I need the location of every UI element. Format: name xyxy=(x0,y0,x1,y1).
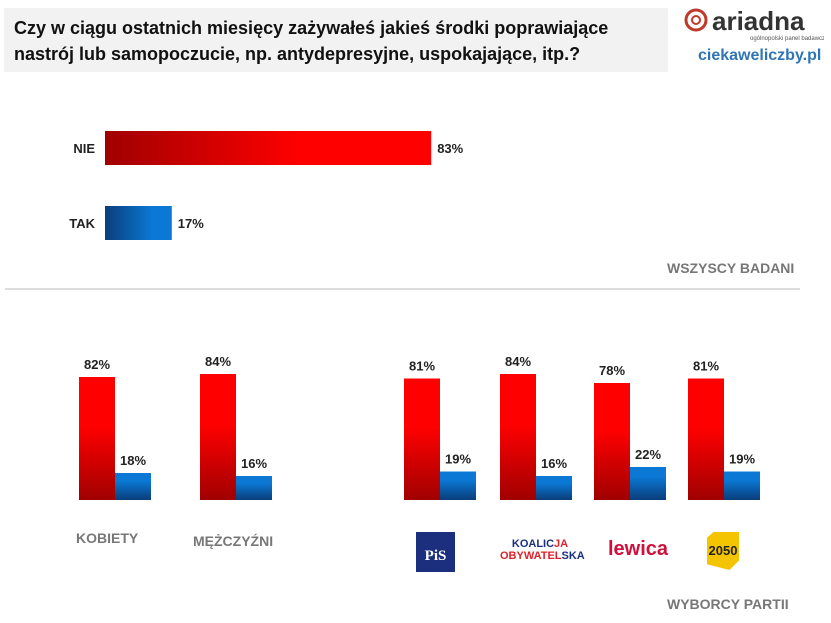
value-label: 16% xyxy=(541,456,567,471)
bar-tak-3 xyxy=(536,476,572,500)
title-line-1: Czy w ciągu ostatnich miesięcy zażywałeś… xyxy=(14,18,609,38)
value-label: 84% xyxy=(205,354,231,369)
bar-nie-0 xyxy=(79,377,115,500)
svg-text:ogólnopolski panel badawczy: ogólnopolski panel badawczy xyxy=(750,36,824,42)
group-label-parties: WYBORCY PARTII xyxy=(667,596,789,612)
bar-nie-4 xyxy=(594,383,630,500)
category-kobiety: KOBIETY xyxy=(76,530,139,546)
value-label: 17% xyxy=(178,216,204,231)
value-label: 78% xyxy=(599,363,625,378)
svg-text:ciekaweliczby.pl: ciekaweliczby.pl xyxy=(698,47,821,64)
value-label: 16% xyxy=(241,456,267,471)
value-label: 19% xyxy=(445,452,471,467)
party-logo-pis: PiS xyxy=(416,532,455,572)
value-label: 19% xyxy=(729,452,755,467)
bar-tak-4 xyxy=(630,467,666,500)
title-line-2: nastrój lub samopoczucie, np. antydepres… xyxy=(14,44,581,64)
party-logo-lewica: lewica xyxy=(608,538,669,560)
logo: ariadna ogólnopolski panel badawczy ciek… xyxy=(684,4,824,74)
value-label: 84% xyxy=(505,354,531,369)
bar-tak-2 xyxy=(440,471,476,500)
question-header: Czy w ciągu ostatnich miesięcy zażywałeś… xyxy=(4,8,668,72)
group-label-all: WSZYSCY BADANI xyxy=(667,260,795,276)
party-logo-ko: KOALICJA OBYWATELSKA xyxy=(500,538,585,562)
value-label: 83% xyxy=(437,141,463,156)
brand: ariadna xyxy=(712,6,805,36)
bar-nie-2 xyxy=(404,378,440,500)
ariadna-logo-icon: ariadna ogólnopolski panel badawczy ciek… xyxy=(684,6,824,64)
value-label: 81% xyxy=(409,359,435,374)
bar-nie xyxy=(105,131,432,165)
bar-nie-3 xyxy=(500,374,536,500)
value-label: 18% xyxy=(120,453,146,468)
bar-nie-1 xyxy=(200,374,236,500)
bar-tak xyxy=(105,206,172,240)
value-label: 82% xyxy=(84,357,110,372)
bar-nie-5 xyxy=(688,378,724,500)
value-label: 22% xyxy=(635,447,661,462)
value-label: 81% xyxy=(693,359,719,374)
bar-tak-1 xyxy=(236,476,272,500)
category-mezczyzni: MĘŻCZYŹNI xyxy=(193,533,274,549)
party-logo-2050: 2050 xyxy=(707,532,739,570)
bar-tak-5 xyxy=(724,471,760,500)
bar-tak-0 xyxy=(115,473,151,500)
category-label: TAK xyxy=(69,216,95,231)
category-label: NIE xyxy=(73,141,95,156)
